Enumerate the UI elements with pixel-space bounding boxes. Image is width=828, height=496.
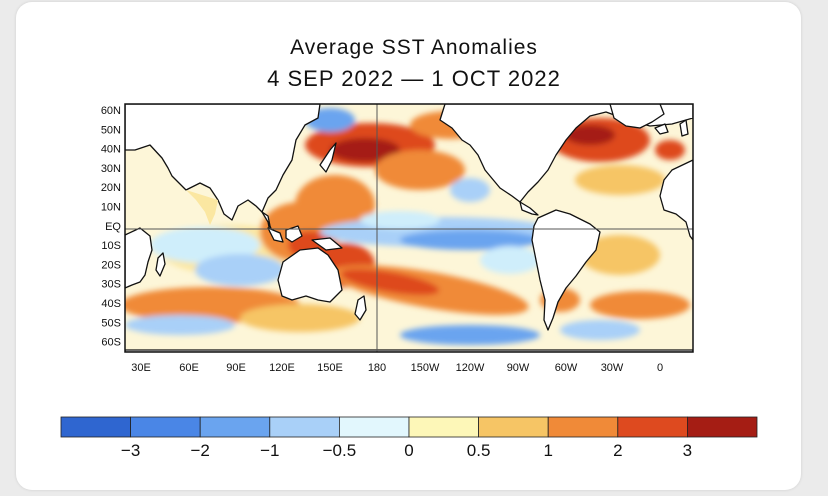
lat-label: 50N	[101, 124, 121, 136]
colorbar-swatch	[130, 416, 201, 438]
colorbar-swatch	[269, 416, 340, 438]
colorbar-swatch	[617, 416, 688, 438]
colorbar-label: −2	[191, 441, 210, 460]
lat-label: 10S	[101, 240, 121, 252]
lat-label: EQ	[105, 221, 121, 233]
lon-label: 30E	[131, 362, 151, 374]
colorbar-label: 3	[683, 441, 692, 460]
lat-label: 20S	[101, 259, 121, 271]
lon-label: 60E	[179, 362, 199, 374]
chart-subtitle: 4 SEP 2022 — 1 OCT 2022	[267, 66, 561, 91]
lon-label: 120E	[269, 362, 295, 374]
lat-label: 50S	[101, 317, 121, 329]
latitude-labels: 60N 50N 40N 30N 20N 10N EQ 10S 20S 30S 40S 50S 60S	[101, 105, 122, 349]
longitude-labels: 30E 60E 90E 120E 150E 180 150W 120W 90W 60W 30W 0	[131, 362, 663, 374]
lat-label: 60S	[101, 337, 121, 349]
colorbar-label: −1	[260, 441, 279, 460]
map-frame	[124, 103, 694, 353]
lon-label: 60W	[555, 362, 578, 374]
lon-label: 180	[368, 362, 386, 374]
lat-label: 30S	[101, 279, 121, 291]
colorbar-swatch	[408, 416, 479, 438]
colorbar-label: 1	[543, 441, 552, 460]
colorbar-labels: −3 −2 −1 −0.5 0 0.5 1 2 3	[121, 441, 692, 460]
lon-label: 120W	[456, 362, 485, 374]
colorbar-label: 0	[404, 441, 413, 460]
lat-label: 20N	[101, 182, 121, 194]
lon-label: 90W	[507, 362, 530, 374]
lat-label: 30N	[101, 163, 121, 175]
chart-title: Average SST Anomalies	[290, 36, 538, 59]
lat-label: 40S	[101, 298, 121, 310]
lat-label: 40N	[101, 144, 121, 156]
colorbar-swatch	[60, 416, 131, 438]
lon-label: 0	[657, 362, 663, 374]
colorbar	[60, 416, 758, 438]
lon-label: 30W	[601, 362, 624, 374]
colorbar-label: 2	[613, 441, 622, 460]
lon-label: 90E	[226, 362, 246, 374]
colorbar-label: −3	[121, 441, 140, 460]
colorbar-label: 0.5	[467, 441, 491, 460]
lon-label: 150W	[411, 362, 440, 374]
lat-label: 60N	[101, 105, 121, 117]
colorbar-swatch	[338, 416, 410, 438]
map-area	[125, 104, 693, 352]
colorbar-swatch	[199, 416, 271, 438]
landmasses	[125, 104, 693, 352]
lon-label: 150E	[317, 362, 343, 374]
colorbar-swatch	[547, 416, 619, 438]
colorbar-swatch	[687, 416, 758, 438]
colorbar-label: −0.5	[323, 441, 357, 460]
colorbar-swatch	[478, 416, 549, 438]
lat-label: 10N	[101, 202, 121, 214]
